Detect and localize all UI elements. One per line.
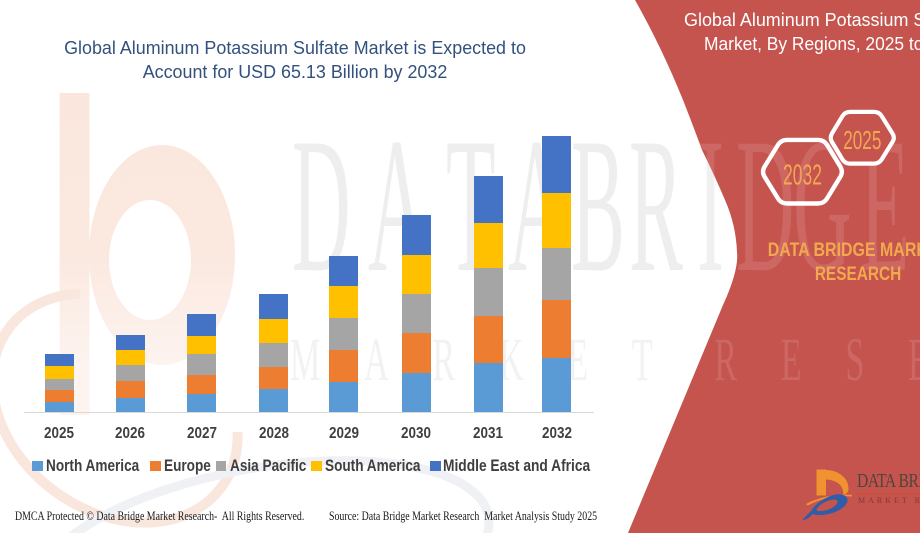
svg-text:2032: 2032 [783,159,822,192]
svg-text:2025: 2025 [843,125,881,155]
